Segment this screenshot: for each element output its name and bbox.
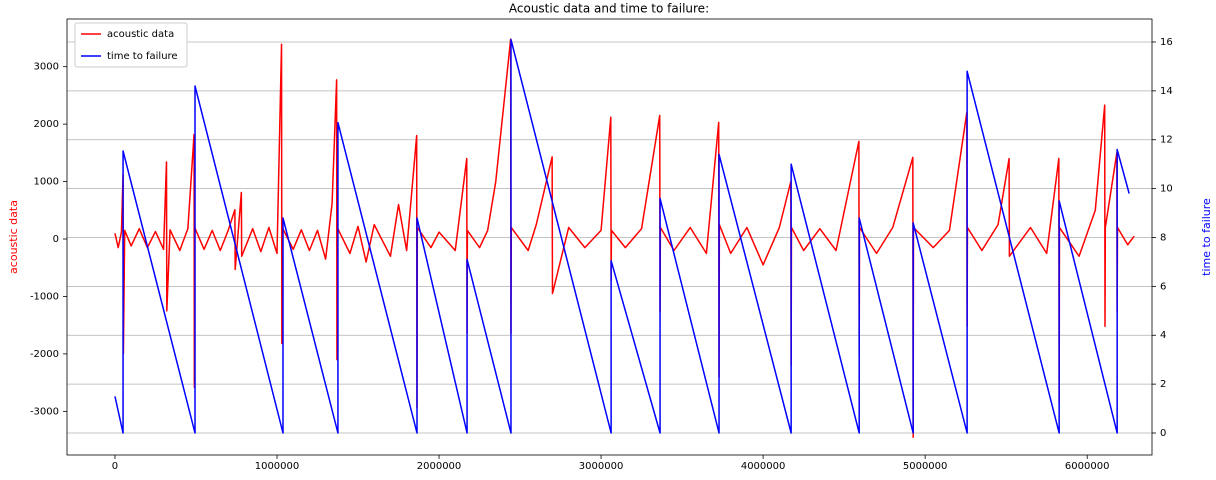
y2-tick-label: 2 xyxy=(1160,379,1166,390)
legend-label: time to failure xyxy=(107,51,178,62)
y2-tick-label: 6 xyxy=(1160,281,1166,292)
y-tick-label: -1000 xyxy=(30,291,59,302)
y2-tick-label: 14 xyxy=(1160,86,1173,97)
x-tick-label: 4000000 xyxy=(741,461,786,472)
legend-label: acoustic data xyxy=(107,29,174,40)
legend-box xyxy=(74,22,188,68)
x-tick-label: 0 xyxy=(112,461,118,472)
y-tick-label: 1000 xyxy=(34,177,59,188)
y2-tick-label: 12 xyxy=(1160,135,1173,146)
y-axis-label: acoustic data xyxy=(7,200,20,274)
x-tick-label: 2000000 xyxy=(417,461,462,472)
y2-tick-label: 0 xyxy=(1160,428,1166,439)
y-tick-label: -3000 xyxy=(30,406,59,417)
legend: acoustic data time to failure xyxy=(74,22,188,68)
y-tick-label: -2000 xyxy=(30,349,59,360)
x-tick-label: 3000000 xyxy=(579,461,624,472)
y-tick-label: 0 xyxy=(53,234,59,245)
chart-title: Acoustic data and time to failure: xyxy=(509,2,709,16)
y2-tick-label: 10 xyxy=(1160,184,1173,195)
y-tick-label: 2000 xyxy=(34,119,59,130)
x-tick-label: 5000000 xyxy=(903,461,948,472)
y2-tick-label: 16 xyxy=(1160,37,1173,48)
y2-axis-label: time to failure xyxy=(1200,198,1213,276)
y2-tick-label: 4 xyxy=(1160,330,1166,341)
x-tick-label: 6000000 xyxy=(1065,461,1110,472)
y-tick-label: 3000 xyxy=(34,62,59,73)
y2-tick-label: 8 xyxy=(1160,232,1166,243)
plot-frame xyxy=(66,18,1153,456)
line xyxy=(114,38,1130,434)
x-tick-label: 1000000 xyxy=(255,461,300,472)
